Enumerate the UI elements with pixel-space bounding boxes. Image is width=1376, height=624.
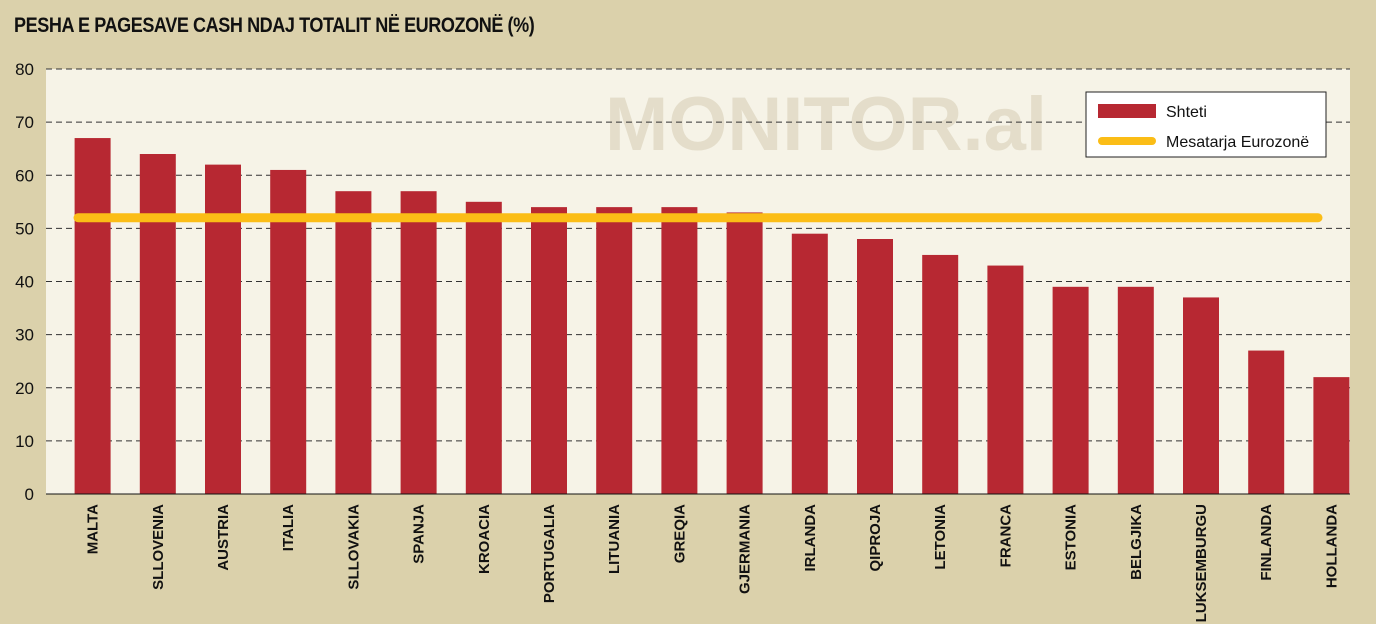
y-tick-label: 20: [15, 379, 34, 398]
bar: [857, 239, 893, 494]
x-tick-label: SPANJA: [411, 504, 428, 564]
x-tick-label: FRANCA: [997, 504, 1014, 567]
y-tick-label: 10: [15, 432, 34, 451]
bar: [922, 254, 959, 494]
x-tick-label: QIPROJA: [867, 504, 884, 572]
bar: [531, 207, 567, 494]
bar: [1183, 297, 1219, 494]
y-tick-label: 80: [15, 60, 34, 79]
x-tick-label: IRLANDA: [802, 504, 819, 572]
y-tick-label: 70: [15, 113, 34, 132]
bar: [726, 212, 763, 494]
x-tick-label: GREQIA: [671, 504, 688, 563]
bar: [596, 207, 633, 494]
bar: [1117, 286, 1154, 494]
bar: [400, 191, 437, 494]
bar: [987, 265, 1024, 494]
legend-label-mesatarja: Mesatarja Eurozonë: [1166, 134, 1309, 151]
bar: [335, 191, 372, 494]
x-tick-label: ITALIA: [280, 504, 297, 551]
bar: [270, 169, 307, 494]
y-tick-label: 0: [25, 485, 34, 504]
bar: [1052, 286, 1089, 494]
bar: [661, 207, 698, 494]
bar: [1313, 377, 1350, 494]
y-tick-label: 60: [15, 166, 34, 185]
y-tick-label: 30: [15, 326, 34, 345]
x-tick-label: KROACIA: [476, 504, 493, 574]
bar: [139, 154, 176, 494]
x-tick-label: GJERMANIA: [737, 504, 754, 594]
grid-lines: [46, 68, 1350, 442]
x-tick-label: SLLOVENIA: [150, 504, 167, 590]
x-tick-label: HOLLANDA: [1323, 504, 1340, 588]
bar: [465, 201, 502, 494]
x-tick-label: MALTA: [85, 504, 102, 554]
y-tick-label: 40: [15, 273, 34, 292]
legend-swatch-bar: [1098, 104, 1156, 118]
x-tick-label: LETONIA: [932, 504, 949, 570]
legend-label-shteti: Shteti: [1166, 104, 1207, 121]
x-tick-label: BELGJIKA: [1128, 504, 1145, 580]
bar: [74, 138, 111, 494]
x-tick-label: ESTONIA: [1063, 504, 1080, 571]
bar: [1248, 350, 1285, 494]
y-axis-ticks: 0 10 20 30 40 50 60 70 80: [15, 60, 34, 504]
bar: [791, 233, 828, 494]
watermark: MONITOR.al: [605, 82, 1047, 167]
x-tick-label: LUKSEMBURGU: [1193, 504, 1210, 622]
x-tick-label: LITUANIA: [606, 504, 623, 574]
legend: Shteti Mesatarja Eurozonë: [1085, 91, 1327, 158]
x-tick-label: FINLANDA: [1258, 504, 1275, 581]
x-tick-label: PORTUGALIA: [541, 504, 558, 603]
x-tick-label: AUSTRIA: [215, 504, 232, 571]
chart-title: PESHA E PAGESAVE CASH NDAJ TOTALIT NË EU…: [14, 14, 535, 37]
x-tick-label: SLLOVAKIA: [345, 504, 362, 590]
x-axis-labels: MALTA SLLOVENIA AUSTRIA ITALIA SLLOVAKIA SPAN…: [85, 504, 1341, 623]
y-tick-label: 50: [15, 219, 34, 238]
legend-box: [1085, 91, 1327, 158]
